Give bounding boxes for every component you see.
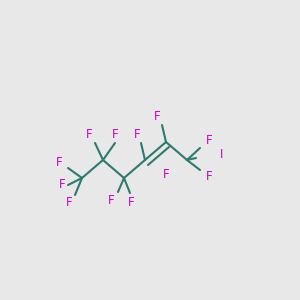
Text: F: F (134, 128, 140, 140)
Text: F: F (108, 194, 114, 208)
Text: F: F (128, 196, 134, 208)
Text: F: F (66, 196, 72, 208)
Text: F: F (154, 110, 160, 122)
Text: F: F (206, 134, 212, 148)
Text: F: F (86, 128, 92, 140)
Text: F: F (56, 157, 62, 169)
Text: F: F (206, 169, 212, 182)
Text: F: F (163, 169, 169, 182)
Text: I: I (220, 148, 224, 160)
Text: F: F (112, 128, 118, 140)
Text: F: F (59, 178, 65, 190)
